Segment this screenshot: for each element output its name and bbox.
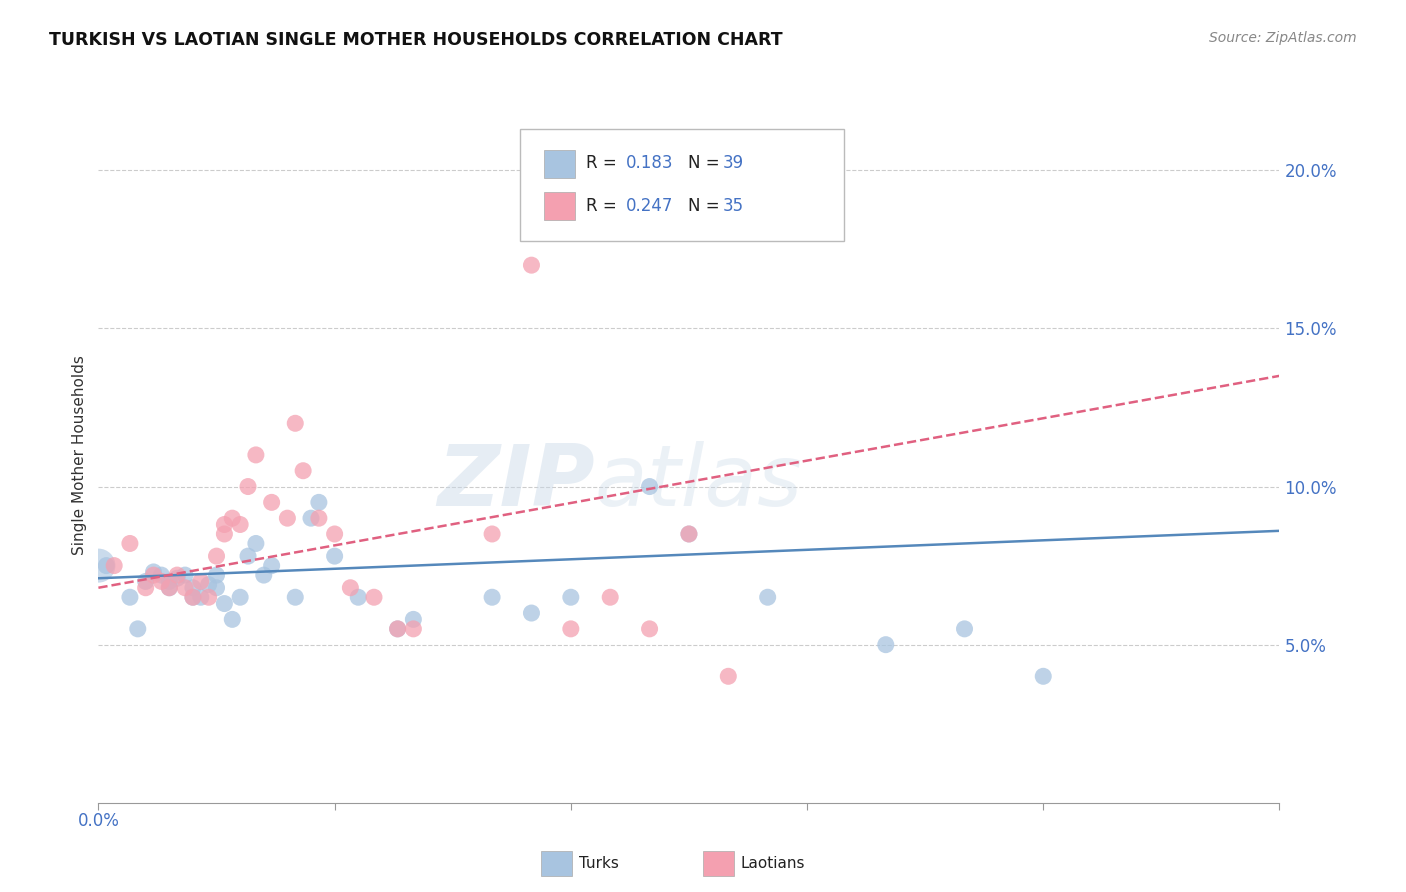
Point bbox=[284, 417, 307, 431]
Point bbox=[118, 591, 141, 605]
Point bbox=[157, 581, 180, 595]
Text: R =: R = bbox=[586, 154, 623, 172]
Point bbox=[197, 577, 219, 591]
Point bbox=[166, 571, 188, 585]
Point bbox=[214, 597, 236, 611]
Point bbox=[236, 479, 259, 493]
Point bbox=[308, 495, 330, 509]
Point bbox=[481, 591, 503, 605]
Point bbox=[166, 568, 188, 582]
Text: N =: N = bbox=[688, 197, 724, 215]
Point bbox=[520, 606, 543, 620]
Point bbox=[387, 622, 409, 636]
Point bbox=[481, 527, 503, 541]
Text: TURKISH VS LAOTIAN SINGLE MOTHER HOUSEHOLDS CORRELATION CHART: TURKISH VS LAOTIAN SINGLE MOTHER HOUSEHO… bbox=[49, 31, 783, 49]
Point bbox=[1032, 669, 1054, 683]
Point bbox=[127, 622, 149, 636]
Y-axis label: Single Mother Households: Single Mother Households bbox=[72, 355, 87, 555]
Text: 35: 35 bbox=[723, 197, 744, 215]
Point bbox=[756, 591, 779, 605]
Text: Turks: Turks bbox=[579, 856, 619, 871]
Point bbox=[387, 622, 409, 636]
Text: Source: ZipAtlas.com: Source: ZipAtlas.com bbox=[1209, 31, 1357, 45]
Point bbox=[347, 591, 370, 605]
Point bbox=[174, 581, 197, 595]
Point bbox=[245, 448, 267, 462]
Point bbox=[560, 591, 582, 605]
Point bbox=[292, 464, 315, 478]
Text: R =: R = bbox=[586, 197, 623, 215]
Point bbox=[135, 581, 157, 595]
Point bbox=[402, 622, 425, 636]
Point bbox=[221, 612, 243, 626]
Point bbox=[135, 574, 157, 589]
Point bbox=[520, 258, 543, 272]
Point bbox=[205, 568, 228, 582]
Point bbox=[875, 638, 897, 652]
Point bbox=[190, 591, 212, 605]
Point bbox=[142, 565, 165, 579]
Text: 39: 39 bbox=[723, 154, 744, 172]
Point bbox=[229, 517, 252, 532]
Point bbox=[157, 581, 180, 595]
Text: N =: N = bbox=[688, 154, 724, 172]
Point bbox=[678, 527, 700, 541]
Point bbox=[276, 511, 298, 525]
Point bbox=[229, 591, 252, 605]
Point bbox=[221, 511, 243, 525]
Point bbox=[638, 479, 661, 493]
Point bbox=[205, 549, 228, 563]
Text: 0.0%: 0.0% bbox=[77, 812, 120, 830]
Point bbox=[339, 581, 361, 595]
Point bbox=[181, 591, 204, 605]
Point bbox=[214, 517, 236, 532]
Point bbox=[245, 536, 267, 550]
Point bbox=[181, 591, 204, 605]
Point bbox=[299, 511, 322, 525]
Text: Laotians: Laotians bbox=[741, 856, 806, 871]
Point bbox=[253, 568, 276, 582]
Point bbox=[717, 669, 740, 683]
Point bbox=[214, 527, 236, 541]
Point bbox=[678, 527, 700, 541]
Point bbox=[323, 527, 346, 541]
Point bbox=[638, 622, 661, 636]
Point bbox=[284, 591, 307, 605]
Point bbox=[197, 591, 219, 605]
Text: atlas: atlas bbox=[595, 442, 803, 524]
Point bbox=[953, 622, 976, 636]
Point bbox=[150, 574, 173, 589]
Point bbox=[260, 558, 283, 573]
Point bbox=[236, 549, 259, 563]
Text: 0.183: 0.183 bbox=[626, 154, 673, 172]
Point bbox=[150, 568, 173, 582]
Point bbox=[174, 568, 197, 582]
Text: ZIP: ZIP bbox=[437, 442, 595, 524]
Point bbox=[560, 622, 582, 636]
Point bbox=[599, 591, 621, 605]
Point bbox=[190, 574, 212, 589]
Point bbox=[157, 574, 180, 589]
Point bbox=[205, 581, 228, 595]
Point bbox=[308, 511, 330, 525]
Point bbox=[402, 612, 425, 626]
Point bbox=[142, 568, 165, 582]
Point bbox=[323, 549, 346, 563]
Point bbox=[363, 591, 385, 605]
Point bbox=[103, 558, 125, 573]
Point bbox=[181, 581, 204, 595]
Point bbox=[118, 536, 141, 550]
Point bbox=[87, 558, 110, 573]
Text: 0.247: 0.247 bbox=[626, 197, 673, 215]
Point bbox=[96, 558, 118, 573]
Point bbox=[260, 495, 283, 509]
